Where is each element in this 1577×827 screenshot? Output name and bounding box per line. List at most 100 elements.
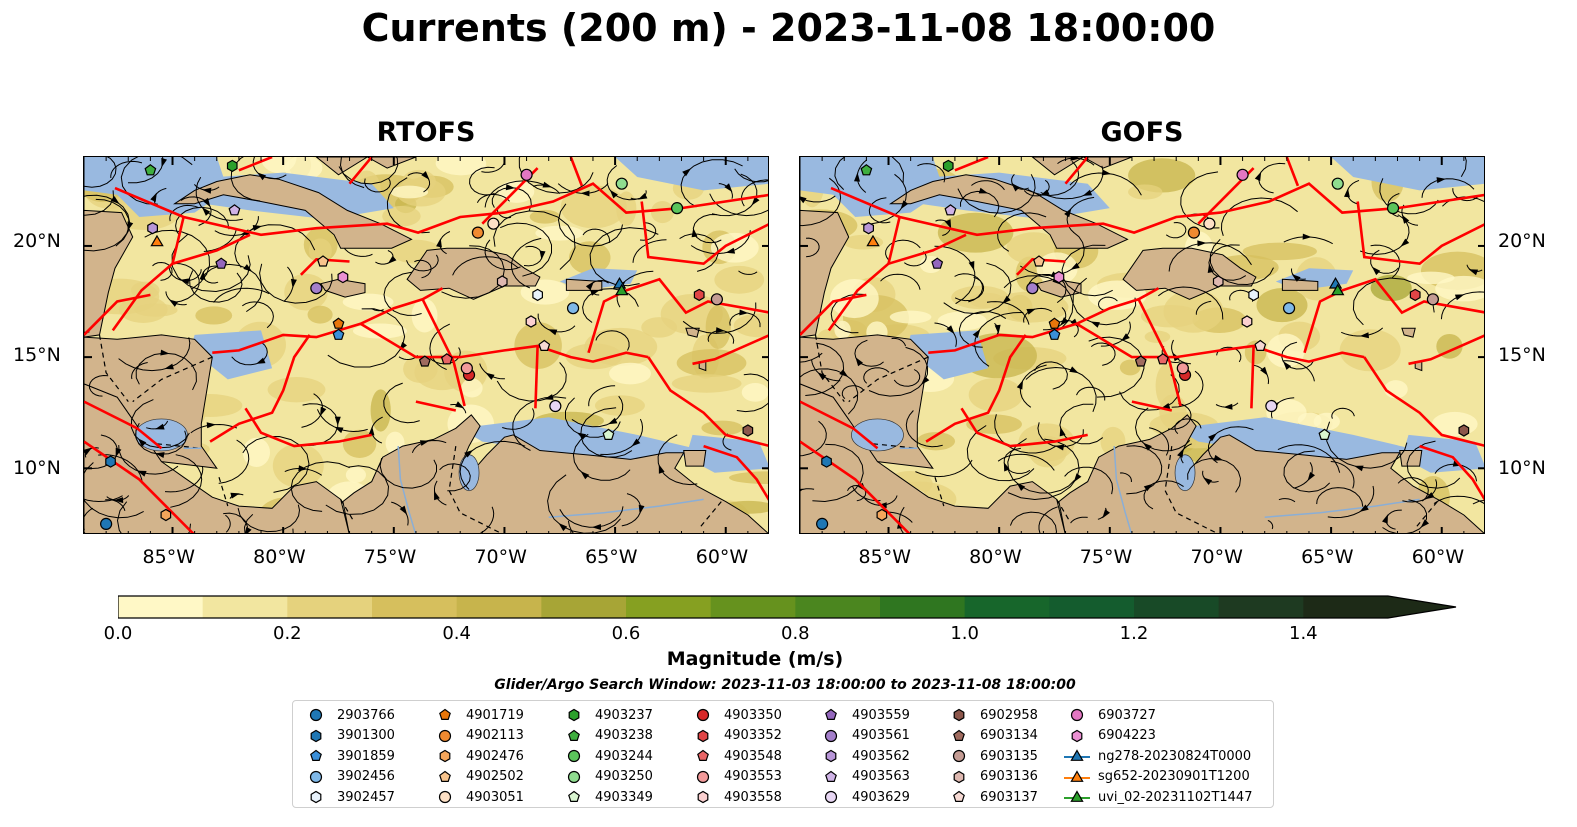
- marker-3902457[interactable]: [532, 288, 543, 302]
- marker-2903766[interactable]: [816, 517, 829, 530]
- legend-marker[interactable]: [567, 749, 581, 763]
- legend-marker[interactable]: [825, 770, 837, 782]
- marker-4903250[interactable]: [1331, 177, 1344, 190]
- map-panel-gofs[interactable]: [799, 156, 1485, 534]
- marker-6903135[interactable]: [1426, 293, 1439, 306]
- marker-6903137[interactable]: [1254, 339, 1267, 351]
- legend-marker[interactable]: [953, 790, 965, 802]
- legend-marker[interactable]: [309, 708, 323, 722]
- marker-4902502[interactable]: [317, 255, 329, 267]
- marker-4903051[interactable]: [1203, 217, 1216, 230]
- marker-4903548[interactable]: [440, 353, 453, 365]
- marker-6903136[interactable]: [1212, 275, 1224, 288]
- marker-4903237[interactable]: [226, 159, 238, 173]
- marker-4903250[interactable]: [615, 177, 628, 190]
- marker-6904223[interactable]: [337, 270, 349, 284]
- marker-6902958[interactable]: [1458, 424, 1470, 437]
- legend-marker[interactable]: [567, 770, 581, 783]
- marker-4903553[interactable]: [460, 362, 473, 375]
- legend-marker[interactable]: [438, 790, 452, 804]
- marker-4901719[interactable]: [332, 317, 345, 329]
- marker-6903727[interactable]: [1236, 168, 1249, 181]
- marker-4902113[interactable]: [1187, 226, 1200, 239]
- legend-marker[interactable]: [953, 770, 965, 783]
- marker-uvi_02[interactable]: [1331, 283, 1345, 296]
- legend-marker[interactable]: [439, 770, 451, 782]
- marker-4903548[interactable]: [1156, 353, 1169, 365]
- marker-4902476[interactable]: [876, 508, 888, 522]
- marker-4903238[interactable]: [144, 164, 157, 176]
- marker-3901859[interactable]: [332, 328, 345, 340]
- marker-4903237[interactable]: [942, 159, 954, 173]
- marker-4903051[interactable]: [487, 217, 500, 230]
- marker-4903559[interactable]: [215, 257, 228, 269]
- marker-4903629[interactable]: [1265, 399, 1278, 413]
- marker-3902456[interactable]: [566, 302, 580, 315]
- marker-3901859[interactable]: [1048, 328, 1061, 340]
- marker-4903352[interactable]: [1409, 288, 1421, 302]
- marker-3902457[interactable]: [1248, 288, 1259, 302]
- marker-4902113[interactable]: [471, 226, 484, 239]
- marker-6903137[interactable]: [538, 339, 551, 351]
- legend-marker[interactable]: [439, 708, 451, 720]
- legend-marker[interactable]: [310, 790, 322, 804]
- map-panel-rtofs[interactable]: [83, 156, 769, 534]
- legend-marker[interactable]: [696, 770, 710, 783]
- legend-marker[interactable]: [824, 729, 838, 742]
- legend-marker[interactable]: [825, 708, 837, 720]
- marker-2903766[interactable]: [100, 517, 113, 530]
- legend-marker[interactable]: [568, 729, 580, 741]
- marker-3902456[interactable]: [1282, 302, 1296, 315]
- marker-4903349[interactable]: [1318, 428, 1331, 440]
- legend-marker[interactable]: [310, 749, 322, 761]
- marker-4903352[interactable]: [693, 288, 705, 302]
- legend-marker[interactable]: [439, 749, 451, 763]
- legend-marker[interactable]: [309, 770, 323, 783]
- marker-6903134[interactable]: [418, 355, 431, 367]
- marker-6904223[interactable]: [1053, 270, 1065, 284]
- marker-6903136[interactable]: [496, 275, 508, 288]
- legend-marker[interactable]: [1070, 769, 1084, 782]
- marker-4903558[interactable]: [525, 315, 537, 328]
- marker-4903244[interactable]: [670, 202, 684, 215]
- legend-marker[interactable]: [310, 729, 322, 742]
- legend-marker[interactable]: [1070, 749, 1084, 761]
- legend-marker[interactable]: [1070, 708, 1084, 722]
- marker-4903558[interactable]: [1241, 315, 1253, 328]
- marker-4903559[interactable]: [931, 257, 944, 269]
- marker-4903349[interactable]: [602, 428, 615, 440]
- legend-marker[interactable]: [1070, 790, 1084, 802]
- marker-4903238[interactable]: [860, 164, 873, 176]
- marker-4903563[interactable]: [944, 204, 957, 216]
- legend-marker[interactable]: [952, 749, 966, 763]
- legend-marker[interactable]: [438, 729, 452, 742]
- marker-6903134[interactable]: [1134, 355, 1147, 367]
- legend-marker[interactable]: [1071, 729, 1083, 742]
- legend-marker[interactable]: [825, 749, 837, 763]
- legend-marker[interactable]: [697, 729, 709, 742]
- marker-3901300[interactable]: [105, 455, 116, 468]
- legend-marker[interactable]: [697, 749, 709, 761]
- marker-sg652[interactable]: [866, 234, 880, 247]
- marker-4903553[interactable]: [1176, 362, 1189, 375]
- marker-sg652[interactable]: [150, 234, 164, 247]
- marker-4901719[interactable]: [1048, 317, 1061, 329]
- marker-uvi_02[interactable]: [615, 283, 629, 296]
- legend-marker[interactable]: [697, 790, 709, 804]
- marker-6903727[interactable]: [520, 168, 533, 181]
- legend-marker[interactable]: [953, 708, 965, 722]
- legend-marker[interactable]: [953, 729, 965, 741]
- legend-marker[interactable]: [568, 708, 580, 722]
- marker-3901300[interactable]: [821, 455, 832, 468]
- marker-6903135[interactable]: [710, 293, 723, 306]
- marker-4903244[interactable]: [1386, 202, 1400, 215]
- marker-4903561[interactable]: [1026, 282, 1039, 295]
- marker-4903562[interactable]: [147, 222, 159, 235]
- legend-marker[interactable]: [824, 790, 838, 804]
- legend-marker[interactable]: [568, 790, 580, 802]
- marker-4903563[interactable]: [228, 204, 241, 216]
- marker-4903562[interactable]: [863, 222, 875, 235]
- marker-4902502[interactable]: [1033, 255, 1045, 267]
- marker-4903629[interactable]: [549, 399, 562, 413]
- legend-marker[interactable]: [696, 708, 710, 722]
